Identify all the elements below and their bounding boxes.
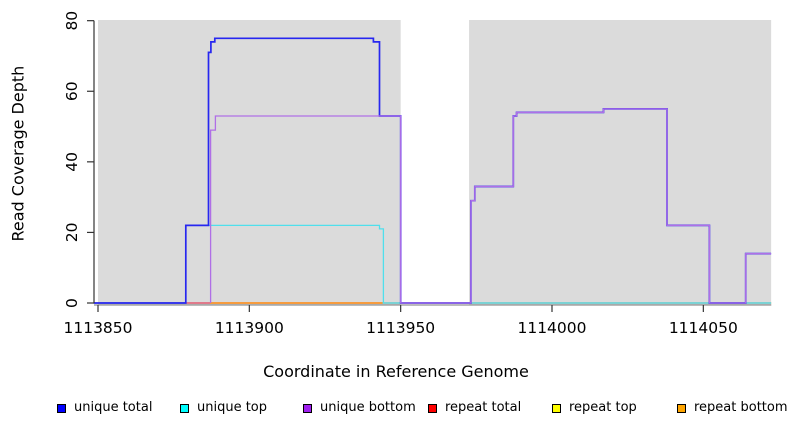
y-axis-title: Read Coverage Depth <box>8 65 28 242</box>
legend-label: unique top <box>197 400 268 415</box>
x-axis-title: Coordinate in Reference Genome <box>263 362 529 381</box>
repeat-region-right <box>469 20 772 305</box>
legend-item-unique-total: unique total <box>57 400 152 416</box>
y-tick-label: 0 <box>63 298 81 308</box>
legend-label: repeat top <box>569 400 637 415</box>
legend-label: unique total <box>74 400 153 415</box>
y-tick-label: 60 <box>63 81 81 101</box>
legend-label: unique bottom <box>320 400 416 415</box>
legend-item-repeat-top: repeat top <box>552 400 637 416</box>
repeat-total-swatch-icon <box>428 403 437 413</box>
x-tick-label: 1113950 <box>366 319 435 337</box>
y-tick-label: 20 <box>63 223 81 243</box>
legend-label: repeat bottom <box>694 400 788 415</box>
legend-item-repeat-bottom: repeat bottom <box>677 400 788 416</box>
unique-total-swatch-icon <box>57 403 66 413</box>
repeat-bottom-swatch-icon <box>677 403 686 413</box>
unique-top-swatch-icon <box>180 403 189 413</box>
x-tick-label: 1114050 <box>669 319 738 337</box>
x-tick-label: 1113850 <box>63 319 132 337</box>
legend-item-repeat-total: repeat total <box>428 400 521 416</box>
legend-label: repeat total <box>445 400 522 415</box>
series-unique-bottom <box>209 108 772 304</box>
unique-bottom-swatch-icon <box>303 403 312 413</box>
x-tick-label: 1113900 <box>215 319 284 337</box>
y-tick-label: 80 <box>63 11 81 31</box>
repeat-region-left <box>98 20 401 305</box>
repeat-top-swatch-icon <box>552 403 561 413</box>
x-tick-label: 1114000 <box>517 319 586 337</box>
legend-item-unique-top: unique top <box>180 400 267 416</box>
legend-item-unique-bottom: unique bottom <box>303 400 416 416</box>
y-tick-label: 40 <box>63 152 81 172</box>
